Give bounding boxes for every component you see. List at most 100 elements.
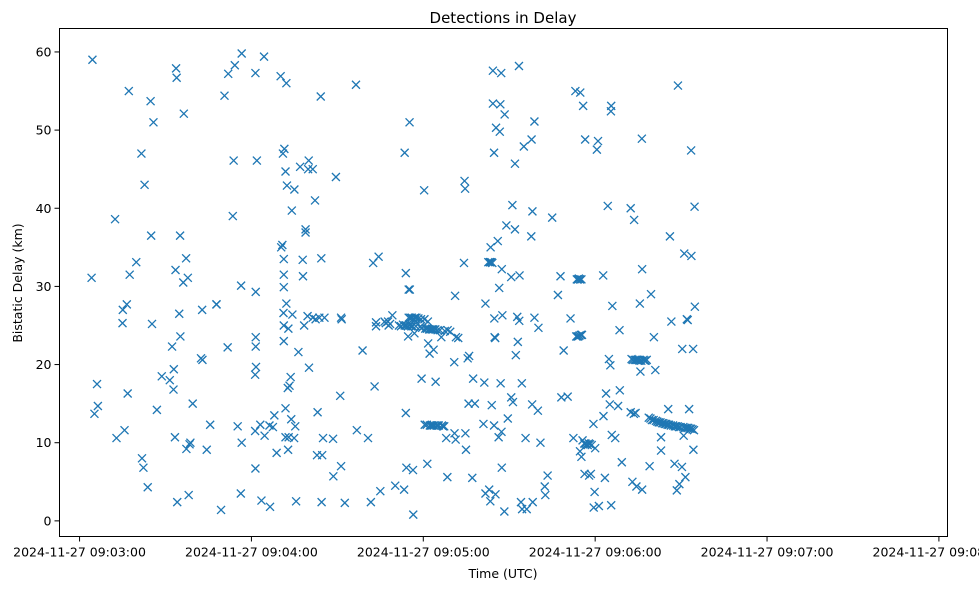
- data-point: [170, 432, 180, 442]
- data-point: [298, 255, 308, 265]
- data-point: [489, 148, 499, 158]
- data-point: [578, 101, 588, 111]
- data-point: [453, 333, 463, 343]
- data-point: [282, 181, 292, 191]
- data-point: [605, 399, 615, 409]
- data-point: [165, 375, 175, 385]
- data-point: [517, 378, 527, 388]
- data-point: [540, 490, 550, 500]
- data-point: [317, 497, 327, 507]
- data-point: [459, 258, 469, 268]
- data-point: [599, 411, 608, 421]
- data-point: [575, 446, 585, 456]
- data-point: [228, 211, 238, 221]
- data-point: [118, 318, 127, 328]
- data-point: [112, 433, 121, 443]
- data-point: [220, 91, 229, 101]
- data-point: [281, 432, 290, 442]
- data-point: [460, 428, 470, 438]
- data-point: [120, 425, 129, 435]
- data-point: [185, 438, 195, 448]
- data-point: [510, 224, 520, 234]
- data-point: [547, 213, 557, 223]
- data-point: [229, 156, 239, 166]
- data-point: [216, 505, 226, 515]
- data-point: [212, 299, 221, 309]
- data-point: [496, 378, 506, 388]
- data-point: [515, 271, 525, 280]
- data-point: [276, 71, 286, 81]
- data-point: [490, 333, 500, 343]
- data-point: [606, 500, 616, 510]
- data-point: [303, 164, 313, 174]
- data-point: [506, 392, 516, 402]
- data-point: [451, 332, 461, 342]
- data-point: [586, 469, 596, 479]
- data-point: [251, 342, 261, 352]
- y-axis-label: Bistatic Delay (km): [10, 223, 25, 342]
- data-point: [637, 134, 647, 144]
- data-point: [328, 434, 338, 444]
- data-point: [506, 272, 516, 282]
- x-tick-label: 2024-11-27 09:04:00: [185, 545, 318, 560]
- data-point: [169, 364, 179, 374]
- x-axis: 2024-11-27 09:03:00 2024-11-27 09:04:00 20…: [13, 536, 979, 560]
- data-point: [399, 485, 409, 495]
- data-point: [400, 148, 410, 158]
- data-point: [283, 445, 293, 455]
- data-point: [533, 406, 543, 416]
- data-point: [424, 324, 434, 334]
- data-point: [422, 459, 432, 469]
- data-point: [279, 270, 289, 280]
- data-point: [250, 68, 260, 78]
- data-point: [677, 344, 687, 354]
- data-point: [371, 321, 381, 331]
- data-point: [250, 426, 260, 436]
- data-point: [478, 419, 488, 429]
- data-point: [279, 282, 289, 292]
- data-point: [317, 450, 327, 460]
- data-point: [352, 425, 362, 435]
- data-point: [340, 498, 350, 508]
- data-point: [513, 337, 523, 347]
- data-point: [613, 401, 623, 411]
- data-point: [449, 357, 459, 367]
- data-point: [577, 330, 587, 340]
- data-point: [635, 299, 645, 309]
- data-point: [281, 299, 291, 309]
- data-point: [417, 374, 427, 384]
- data-point: [371, 317, 381, 327]
- data-point: [688, 445, 698, 455]
- data-point: [686, 145, 696, 155]
- data-point: [570, 86, 580, 96]
- data-point: [268, 422, 278, 432]
- data-point: [123, 389, 133, 398]
- y-tick-label: 30: [36, 279, 52, 294]
- data-point: [237, 49, 247, 58]
- data-point: [527, 135, 537, 144]
- data-point: [650, 365, 660, 375]
- data-point: [670, 459, 679, 469]
- data-point: [236, 489, 246, 498]
- data-point: [589, 503, 599, 513]
- data-point: [610, 433, 620, 443]
- data-point: [279, 254, 289, 264]
- data-point: [603, 201, 613, 211]
- data-point: [488, 66, 498, 76]
- data-point: [527, 206, 537, 216]
- data-point: [358, 346, 368, 355]
- data-point: [304, 156, 314, 166]
- data-point: [576, 452, 586, 462]
- data-point: [281, 403, 290, 413]
- data-point: [592, 145, 602, 155]
- data-point: [303, 311, 313, 321]
- data-point: [556, 271, 565, 281]
- data-point: [585, 439, 595, 449]
- data-point: [370, 381, 380, 391]
- data-point: [601, 389, 611, 398]
- data-point: [93, 401, 103, 411]
- data-point: [514, 316, 524, 326]
- data-point: [425, 421, 435, 430]
- data-point: [146, 231, 156, 241]
- data-point: [336, 313, 346, 323]
